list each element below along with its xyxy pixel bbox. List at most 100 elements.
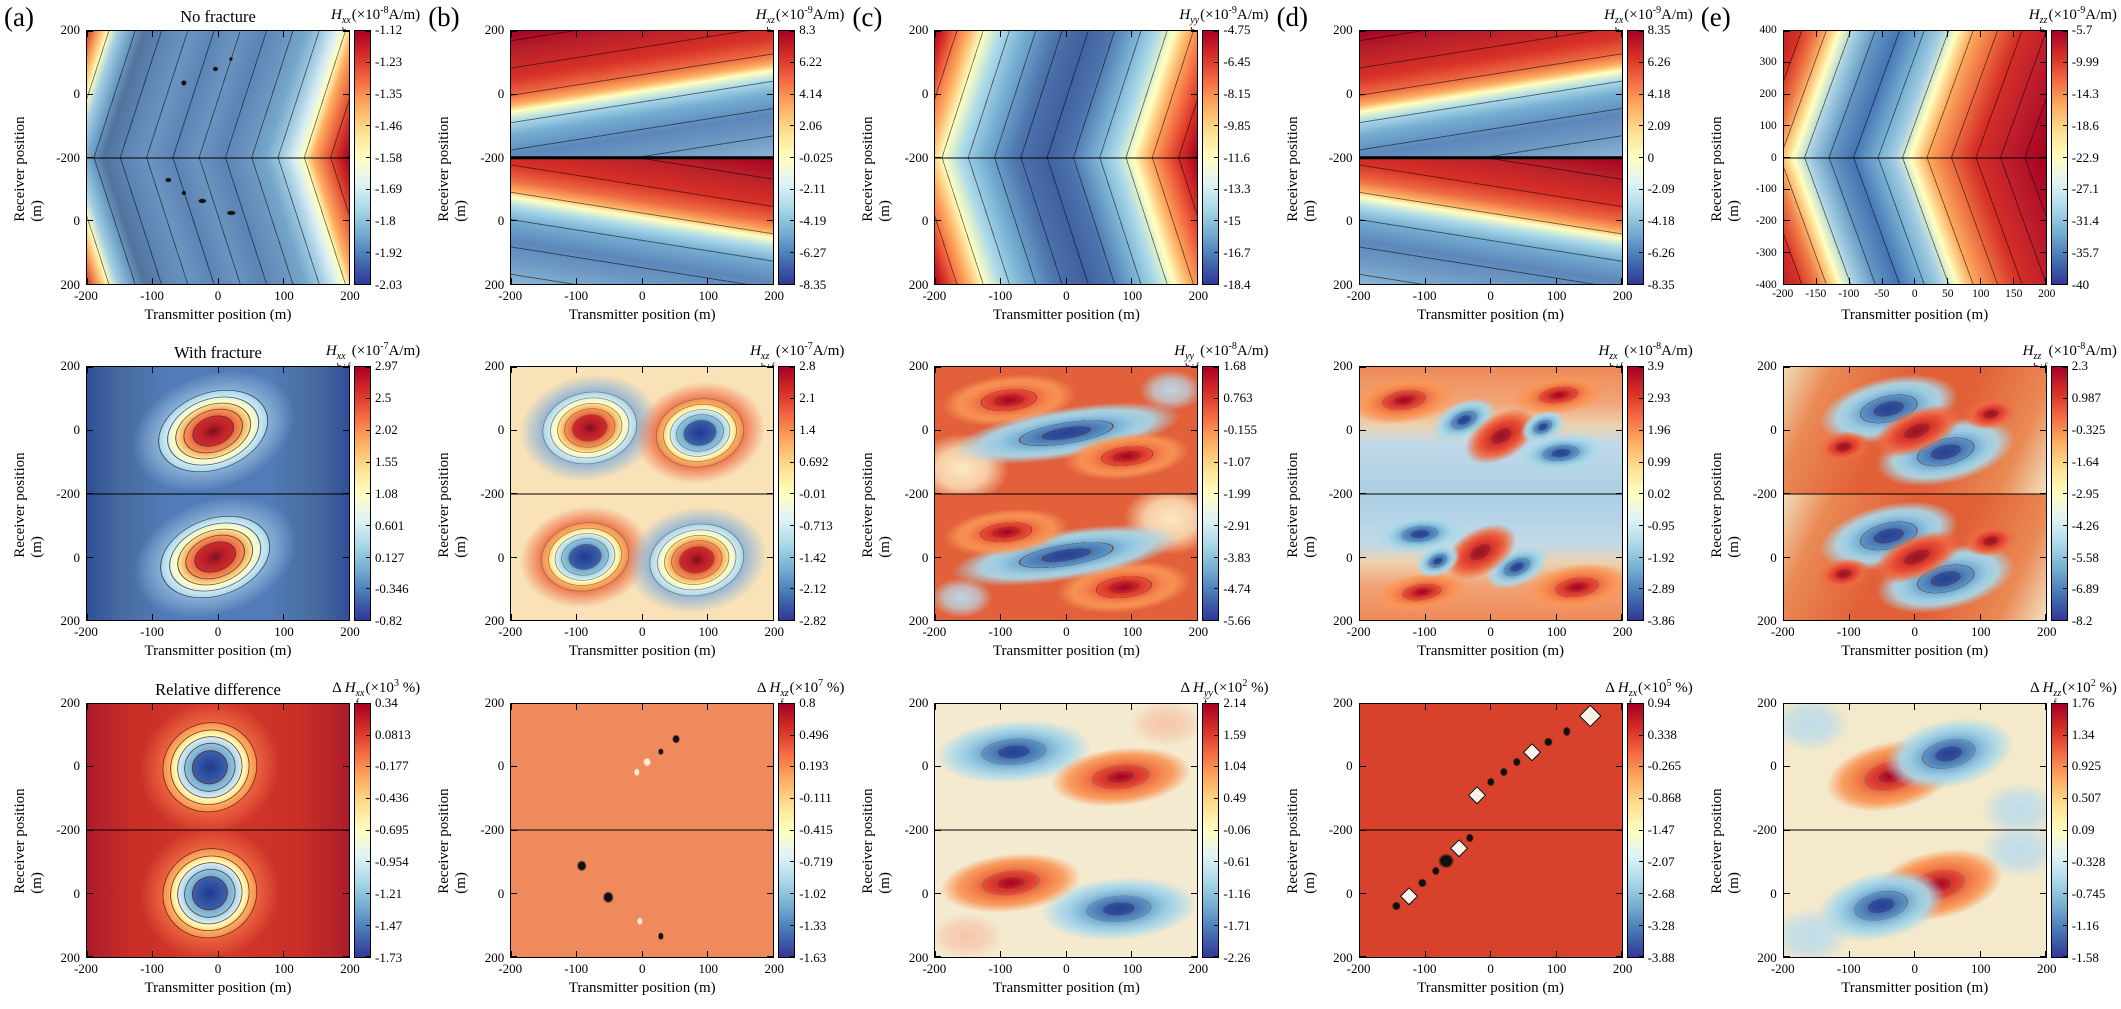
colorbar-tick-mark <box>366 283 370 285</box>
subplot-body: Receiver position (m) 200 0 -200 0 200 2.3 0.… <box>1697 358 2121 659</box>
axis-tick-mark <box>217 950 219 957</box>
axis-tick-mark <box>348 950 349 957</box>
axis-tick-mark <box>87 367 93 368</box>
fracture-midline <box>935 829 1198 831</box>
axis-tick-mark <box>1359 703 1361 710</box>
contour-blob <box>1468 785 1487 804</box>
subplot: Hxzb+f(×10-7A/m) Receiver position (m) 2… <box>424 336 848 672</box>
axis-tick-mark <box>1816 278 1817 284</box>
colorbar-tick-mark <box>1638 588 1643 590</box>
axis-tick-mark <box>87 31 88 37</box>
contour-field-half <box>511 367 774 494</box>
axis-tick-mark <box>87 278 88 284</box>
axis-tick-mark <box>1615 430 1622 432</box>
y-tick-label: 200 <box>1333 358 1353 374</box>
scale-prefix: (×10 <box>351 7 381 23</box>
axis-tick-mark <box>1424 703 1426 710</box>
axis-tick-mark <box>87 31 93 32</box>
axis-tick-mark <box>1196 31 1198 37</box>
axis-tick-mark <box>283 367 284 374</box>
y-tick-label: 200 <box>908 694 929 710</box>
colorbar-tick-mark <box>790 524 795 526</box>
colorbar-tick-mark <box>1214 619 1219 621</box>
colorbar-tick-label: 1.08 <box>375 485 398 501</box>
colorbar-tick-label: -0.06 <box>1223 822 1251 838</box>
x-tick-label: 200 <box>340 624 360 640</box>
colorbar-tick-label: 2.02 <box>375 422 398 438</box>
colorbar-tick-mark <box>1638 461 1643 463</box>
axis-tick-mark <box>87 614 88 621</box>
colorbar-tick-mark <box>2062 588 2067 590</box>
axis-tick-mark <box>1914 31 1916 37</box>
axis-tick-mark <box>511 31 512 37</box>
scale-exponent: -8 <box>2076 341 2086 353</box>
contour-field-half <box>935 703 1198 831</box>
axis-tick-mark <box>511 703 512 710</box>
axis-tick-mark <box>1914 703 1916 710</box>
colorbar-tick-label: 0.987 <box>2071 390 2101 406</box>
axis-tick-mark <box>1615 703 1622 705</box>
axis-tick-mark <box>1615 892 1622 894</box>
axis-tick-mark <box>1979 278 1981 284</box>
colorbar-tick-mark <box>2062 283 2067 285</box>
y-tick-label: 0 <box>497 885 505 901</box>
colorbar-tick-label: -22.9 <box>2071 149 2099 165</box>
tensor-superscript: zz <box>2033 351 2042 363</box>
axis-tick-mark <box>2039 703 2046 705</box>
axis-tick-mark <box>1131 950 1133 957</box>
axis-tick-mark <box>2039 31 2046 32</box>
scale-unit: A/m) <box>1236 7 1269 23</box>
axis-tick-mark <box>343 430 349 432</box>
colorbar-tick-mark <box>366 524 370 526</box>
y-tick-labels: 200 0 -200 0 200 <box>454 358 507 628</box>
axis-tick-mark <box>1555 367 1557 374</box>
x-tick-label: 0 <box>1487 960 1494 976</box>
axis-tick-mark <box>511 556 518 558</box>
axis-tick-mark <box>935 493 942 495</box>
colorbar-tick-mark <box>1214 703 1219 705</box>
contour-plot <box>1782 702 2047 958</box>
contour-plot <box>86 366 350 622</box>
colorbar-tick-labels: 2.14 1.59 1.04 0.49 -0.06 -0.61 -1.16 -1.71 -2.2… <box>1223 695 1269 965</box>
axis-tick-mark <box>343 283 349 284</box>
axis-tick-mark <box>2039 220 2046 222</box>
axis-tick-mark <box>1191 93 1198 95</box>
colorbar-tick-label: -15 <box>1223 213 1241 229</box>
contour-blob <box>1578 704 1602 728</box>
axis-tick-mark <box>935 157 942 158</box>
fracture-midline <box>1359 493 1622 495</box>
contour-field-half <box>1783 157 2046 284</box>
axis-tick-mark <box>767 619 774 621</box>
y-tick-labels: 200 0 -200 0 200 <box>1727 358 1780 628</box>
colorbar-tick-label: -8.2 <box>2071 613 2093 629</box>
colorbar-tick-label: -4.74 <box>1223 581 1251 597</box>
axis-tick-mark <box>1615 493 1622 495</box>
scale-prefix: (×10 <box>775 7 805 23</box>
colorbar <box>1202 702 1220 958</box>
colorbar-tick-label: -5.58 <box>2071 549 2099 565</box>
colorbar-tick-label: 1.34 <box>2071 726 2095 742</box>
axis-tick-mark <box>1359 619 1366 621</box>
scale-prefix: (×10 <box>1624 7 1653 23</box>
colorbar-tick-mark <box>366 461 370 463</box>
contour-field-half <box>1783 830 2046 957</box>
colorbar <box>1202 366 1220 622</box>
x-tick-label: -100 <box>564 624 589 640</box>
colorbar-tick-mark <box>1638 619 1643 621</box>
axis-tick-mark <box>1783 892 1790 894</box>
axis-tick-mark <box>348 614 349 621</box>
contour-field-half <box>87 703 349 831</box>
scale-exponent: -7 <box>804 341 813 353</box>
axis-tick-mark <box>1490 31 1492 37</box>
fracture-midline <box>1783 829 2046 831</box>
colorbar-tick-mark <box>366 956 370 958</box>
subplot: No fracture Hxxb(×10-8A/m) Receiver posi… <box>0 0 424 336</box>
axis-tick-mark <box>1191 157 1198 158</box>
colorbar-tick-mark <box>790 956 795 958</box>
axis-tick-mark <box>2045 31 2046 37</box>
colorbar-tick-label: 0.34 <box>375 694 398 710</box>
scale-unit: %) <box>1671 679 1693 696</box>
field-symbol: H <box>1193 679 1204 696</box>
contour-field-half <box>1359 493 1622 621</box>
y-tick-label: 200 <box>60 358 81 374</box>
